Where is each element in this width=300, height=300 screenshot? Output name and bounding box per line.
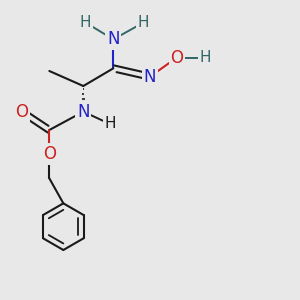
Text: N: N: [144, 68, 156, 86]
Text: O: O: [15, 103, 28, 121]
Text: O: O: [43, 145, 56, 163]
Text: N: N: [107, 30, 120, 48]
Text: O: O: [170, 49, 183, 67]
Text: H: H: [80, 15, 92, 30]
Text: H: H: [104, 116, 116, 131]
Text: N: N: [77, 103, 90, 121]
Text: H: H: [199, 50, 211, 65]
Text: H: H: [138, 15, 149, 30]
